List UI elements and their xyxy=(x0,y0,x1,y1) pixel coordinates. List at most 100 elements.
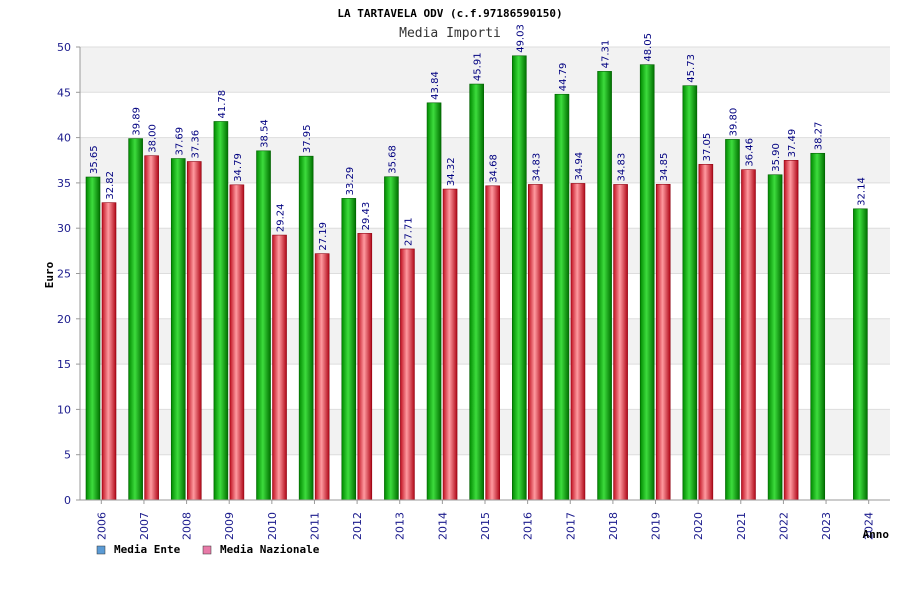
data-label-media-nazionale: 34.85 xyxy=(659,153,670,182)
data-label-media-ente: 33.29 xyxy=(345,167,356,196)
bar-media-nazionale xyxy=(144,155,159,501)
data-label-media-ente: 32.14 xyxy=(856,177,867,206)
bar-media-ente xyxy=(512,55,527,501)
x-tick-label: 2020 xyxy=(692,512,705,540)
bar-media-ente xyxy=(426,102,442,501)
data-label-media-ente: 37.95 xyxy=(302,125,313,154)
data-label-media-ente: 35.68 xyxy=(387,145,398,174)
data-label-media-nazionale: 37.05 xyxy=(702,133,713,162)
data-label-media-nazionale: 29.24 xyxy=(276,203,287,232)
x-tick-label: 2008 xyxy=(181,512,194,540)
data-label-media-ente: 39.89 xyxy=(132,107,143,136)
bar-media-ente xyxy=(682,85,698,501)
bar-media-nazionale xyxy=(357,233,373,501)
x-tick-label: 2007 xyxy=(138,512,151,540)
bar-media-nazionale xyxy=(783,160,799,501)
bar-media-nazionale xyxy=(485,185,500,501)
x-tick-label: 2018 xyxy=(607,512,620,540)
y-tick-label: 40 xyxy=(57,132,71,145)
bar-media-nazionale xyxy=(613,184,628,501)
data-label-media-nazionale: 38.00 xyxy=(148,124,159,153)
legend: Media Ente Media Nazionale xyxy=(96,543,320,556)
bar-media-nazionale xyxy=(741,169,756,501)
legend-swatch-media-nazionale xyxy=(202,545,212,555)
data-label-media-ente: 41.78 xyxy=(217,90,228,119)
data-labels: 35.65 32.82 39.89 38.00 37.69 37.36 41.78 34.79… xyxy=(89,24,867,251)
data-label-media-ente: 44.79 xyxy=(558,63,569,92)
x-tick-label: 2009 xyxy=(223,512,236,540)
bars xyxy=(85,55,868,501)
bar-media-ente xyxy=(170,158,186,501)
bar-media-nazionale xyxy=(655,183,671,501)
bar-media-nazionale xyxy=(101,202,117,501)
bar-media-ente xyxy=(469,83,484,501)
x-tick-label: 2015 xyxy=(479,512,492,540)
x-tick-label: 2017 xyxy=(564,512,577,540)
bar-media-ente xyxy=(128,138,143,501)
y-tick-label: 20 xyxy=(57,313,71,326)
x-tick-label: 2013 xyxy=(394,512,407,540)
data-label-media-nazionale: 34.94 xyxy=(574,152,585,181)
chart-title: LA TARTAVELA ODV (c.f.97186590150) xyxy=(337,7,562,20)
x-tick-label: 2006 xyxy=(95,512,108,540)
bar-media-ente xyxy=(639,64,655,501)
x-tick-label: 2014 xyxy=(436,512,449,540)
x-tick-label: 2022 xyxy=(777,512,790,540)
data-label-media-ente: 38.54 xyxy=(260,119,271,148)
data-label-media-nazionale: 34.79 xyxy=(233,153,244,182)
bar-media-ente xyxy=(725,139,740,501)
data-label-media-nazionale: 37.36 xyxy=(190,130,201,159)
bar-media-ente xyxy=(554,93,570,501)
data-label-media-ente: 35.90 xyxy=(771,143,782,172)
x-tick-label: 2010 xyxy=(266,512,279,540)
data-label-media-nazionale: 27.19 xyxy=(318,222,329,251)
data-label-media-ente: 43.84 xyxy=(430,71,441,100)
data-label-media-ente: 38.27 xyxy=(814,122,825,151)
plot-band xyxy=(80,47,890,93)
bar-media-nazionale xyxy=(229,184,245,501)
y-tick-label: 0 xyxy=(64,494,71,507)
y-axis-label: Euro xyxy=(43,261,56,288)
bar-media-nazionale xyxy=(400,248,415,501)
data-label-media-ente: 47.31 xyxy=(601,40,612,69)
bar-media-ente xyxy=(810,152,826,501)
data-label-media-ente: 37.69 xyxy=(174,127,185,156)
y-tick-label: 25 xyxy=(57,268,71,281)
data-label-media-nazionale: 27.71 xyxy=(403,217,414,246)
data-label-media-nazionale: 34.83 xyxy=(617,153,628,182)
x-axis-ticks: 2006 2007 2008 2009 2010 2011 2012 2013 2014 2015… xyxy=(95,500,876,540)
data-label-media-nazionale: 34.68 xyxy=(489,154,500,183)
y-tick-label: 35 xyxy=(57,177,71,190)
x-tick-label: 2019 xyxy=(650,512,663,540)
y-tick-label: 45 xyxy=(57,86,71,99)
bar-media-nazionale xyxy=(314,253,330,501)
bar-media-ente xyxy=(341,198,357,501)
legend-swatch-media-ente xyxy=(96,545,106,555)
bar-media-ente xyxy=(256,150,271,501)
bar-media-nazionale xyxy=(570,183,586,501)
bar-media-ente xyxy=(597,71,612,501)
y-tick-label: 50 xyxy=(57,41,71,54)
y-tick-label: 15 xyxy=(57,358,71,371)
bar-media-ente xyxy=(298,155,314,501)
y-tick-label: 5 xyxy=(64,449,71,462)
data-label-media-nazionale: 34.32 xyxy=(446,157,457,186)
bar-media-ente xyxy=(853,208,868,501)
x-tick-label: 2016 xyxy=(522,512,535,540)
bar-media-ente xyxy=(85,176,101,501)
plot-band xyxy=(80,92,890,138)
x-tick-label: 2021 xyxy=(735,512,748,540)
x-tick-label: 2011 xyxy=(308,512,321,540)
legend-label-media-ente: Media Ente xyxy=(114,543,181,556)
data-label-media-ente: 49.03 xyxy=(515,24,526,53)
legend-label-media-nazionale: Media Nazionale xyxy=(220,543,320,556)
bar-media-nazionale xyxy=(698,164,714,501)
data-label-media-ente: 45.91 xyxy=(473,52,484,81)
bar-media-ente xyxy=(767,174,783,501)
data-label-media-ente: 48.05 xyxy=(643,33,654,62)
bar-media-nazionale xyxy=(272,234,287,501)
x-tick-label: 2023 xyxy=(820,512,833,540)
y-tick-label: 30 xyxy=(57,222,71,235)
bar-media-ente xyxy=(384,176,399,501)
